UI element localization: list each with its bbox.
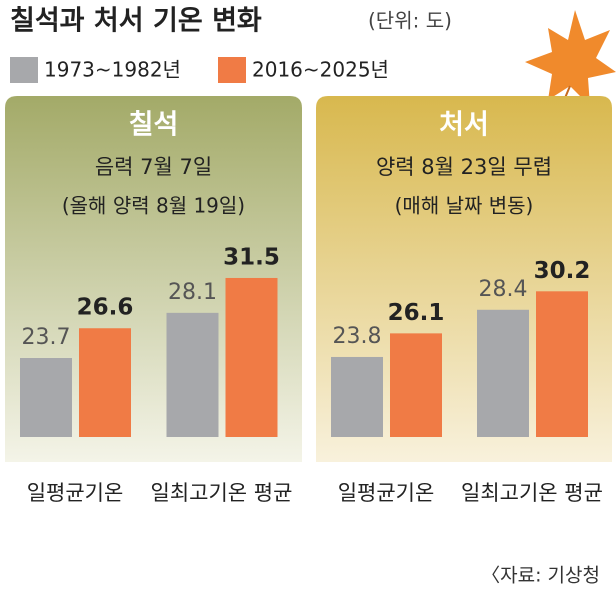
legend-label: 2016~2025년 <box>252 58 389 82</box>
panel-note: (매해 날짜 변동) <box>395 194 534 218</box>
unit: (단위: 도) <box>368 9 452 33</box>
value-label: 23.8 <box>333 324 382 349</box>
legend-label: 1973~1982년 <box>44 58 181 82</box>
x-tick-label: 일평균기온 <box>26 481 124 505</box>
panel-title: 처서 <box>439 110 489 141</box>
bar <box>536 291 588 437</box>
value-label: 28.1 <box>168 280 217 305</box>
panel-note: (올해 양력 8월 19일) <box>62 194 245 218</box>
panel-title: 칠석 <box>129 110 179 141</box>
legend-swatch <box>218 57 246 83</box>
title: 칠석과 처서 기온 변화 <box>10 6 262 37</box>
x-tick-label: 일최고기온 평균 <box>150 481 293 505</box>
bar <box>20 357 72 437</box>
value-label: 30.2 <box>534 258 591 284</box>
panel-subtitle: 음력 7월 7일 <box>95 155 212 179</box>
x-tick-label: 일평균기온 <box>337 481 435 505</box>
leaf-decoration <box>525 10 616 106</box>
source: 〈자료: 기상청 <box>481 565 600 587</box>
x-tick-label: 일최고기온 평균 <box>461 481 603 505</box>
bar <box>477 309 529 437</box>
bar <box>331 356 383 437</box>
value-label: 31.5 <box>223 244 280 270</box>
value-label: 28.4 <box>479 277 528 302</box>
bar <box>390 333 442 437</box>
panel-subtitle: 양력 8월 23일 무렵 <box>376 155 552 179</box>
value-label: 26.1 <box>388 300 445 326</box>
legend-swatch <box>10 57 38 83</box>
value-label: 26.6 <box>77 295 134 321</box>
bar <box>225 277 278 437</box>
bar <box>79 328 131 437</box>
bar <box>166 312 219 437</box>
value-label: 23.7 <box>22 325 71 350</box>
